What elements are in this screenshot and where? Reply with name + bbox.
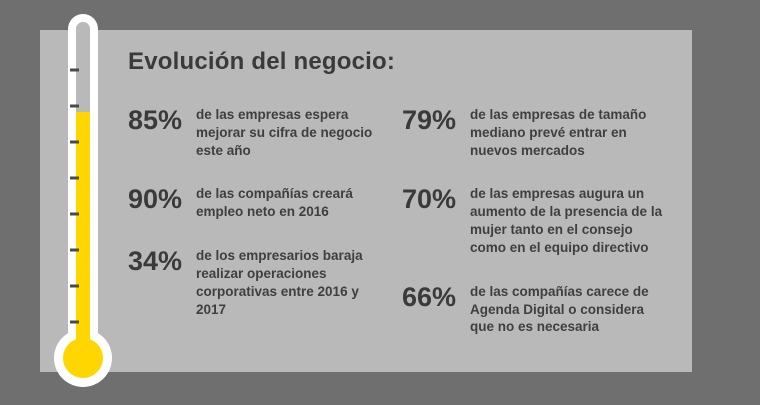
- stat-item: 66% de las compañías carece de Agenda Di…: [402, 283, 668, 336]
- stat-item: 79% de las empresas de tamaño mediano pr…: [402, 106, 668, 159]
- stat-value: 34%: [128, 246, 183, 277]
- stat-text: de las empresas de tamaño mediano prevé …: [470, 107, 647, 158]
- thermometer-icon: [54, 14, 112, 387]
- stat-text: de las empresas espera mejorar su cifra …: [196, 107, 373, 158]
- stat-item: 85% de las empresas espera mejorar su ci…: [128, 106, 386, 159]
- stat-value: 85%: [128, 105, 183, 135]
- stat-text: de las compañías carece de Agenda Digita…: [470, 283, 649, 335]
- stat-item: 70% de las empresas augura un aumento de…: [402, 185, 668, 256]
- stats-grid: 85% de las empresas espera mejorar su ci…: [128, 106, 668, 336]
- stats-column-right: 79% de las empresas de tamaño mediano pr…: [402, 106, 668, 336]
- stat-text: de los empresarios baraja realizar opera…: [196, 248, 363, 317]
- content-area: Evolución del negocio: 85% de las empres…: [128, 48, 668, 336]
- stats-column-left: 85% de las empresas espera mejorar su ci…: [128, 106, 386, 336]
- content-panel: [40, 30, 692, 372]
- stat-value: 90%: [128, 184, 183, 215]
- stat-text: de las compañías creará empleo neto en 2…: [196, 186, 353, 220]
- stat-value: 79%: [402, 105, 457, 135]
- stat-text: de las empresas augura un aumento de la …: [470, 186, 663, 255]
- stat-value: 66%: [402, 281, 457, 312]
- stat-item: 34% de los empresarios baraja realizar o…: [128, 247, 386, 318]
- page-title: Evolución del negocio:: [128, 48, 396, 75]
- stat-item: 90% de las compañías creará empleo neto …: [128, 185, 386, 221]
- stat-value: 70%: [402, 184, 457, 215]
